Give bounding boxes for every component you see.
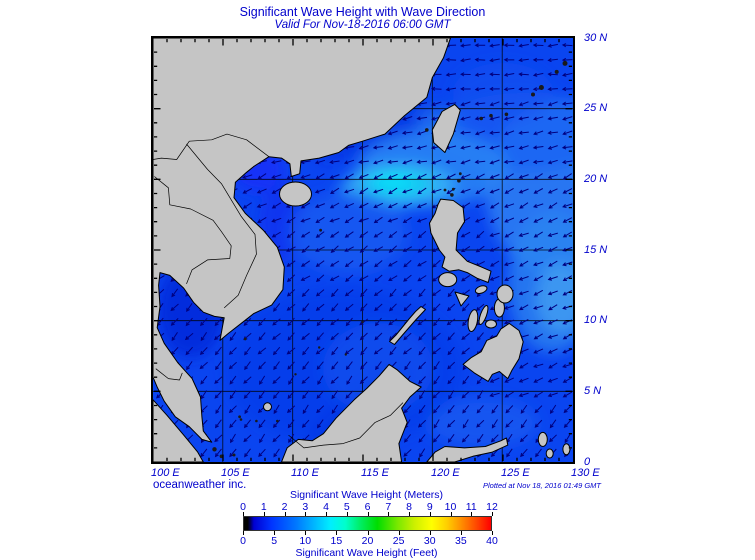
feet-tick-value: 40 [486,535,498,547]
meters-tick-value: 6 [364,501,371,513]
lat-label: 0 [584,455,591,468]
land-luzon [429,198,492,283]
meters-tick-value: 0 [240,501,246,513]
meters-tick-value: 11 [465,501,477,513]
land-mindanao [462,322,524,382]
colorbar-tick [367,512,369,516]
land-palawan [389,306,426,345]
chart-subtitle: Valid For Nov-18-2016 06:00 GMT [274,19,451,31]
plotted-timestamp: Plotted at Nov 18, 2016 01:49 GMT [483,481,601,490]
land-taiwan [431,103,461,153]
land-sulawesi [426,437,509,462]
credit-text: oceanweather inc. [153,479,247,491]
colorbar-tick [305,531,307,535]
land-halmahera-2 [545,448,554,459]
land-mindoro [438,272,458,288]
colorbar-tick [450,512,452,516]
landmasses [153,38,571,462]
meters-tick-value: 12 [486,501,498,513]
meters-tick-value: 3 [302,501,309,513]
land-hainan [279,181,312,207]
colorbar-tick [346,512,348,516]
colorbar-tick [284,512,286,516]
colorbar-tick [274,531,276,535]
meters-tick-value: 5 [343,501,350,513]
colorbar-tick [429,512,431,516]
lon-label: 125 E [501,467,530,479]
colorbar-tick [492,512,493,516]
lat-label: 25 N [584,102,608,115]
frame-tick-marks [154,39,572,461]
lat-label: 5 N [584,384,602,397]
land-natuna [263,402,272,412]
land-negros [467,309,479,332]
lon-label: 130 E [571,467,600,479]
lat-label: 15 N [584,243,608,256]
land-halmahera [537,431,548,447]
meters-tick-value: 10 [444,501,457,513]
colorbar-tick [263,512,265,516]
meters-tick-value: 1 [260,501,267,513]
meters-tick-value: 4 [323,501,329,513]
lat-label: 20 N [584,172,608,185]
colorbar-tick [367,531,369,535]
feet-tick-value: 5 [271,535,278,547]
colorbar-tick [471,512,473,516]
lat-label: 30 N [584,31,608,44]
meters-tick-value: 2 [281,501,288,513]
colorbar-tick [409,512,410,516]
small-islands [212,60,568,459]
colorbar-tick [243,512,244,516]
colorbar [243,516,492,531]
colorbar-tick [460,531,462,535]
feet-tick-value: 10 [299,535,312,547]
feet-tick-value: 0 [240,535,246,547]
land-sumatra [153,399,204,462]
colorbar-tick [492,531,493,535]
legend-feet-label: Significant Wave Height (Feet) [295,547,438,559]
colorbar-tick [398,531,400,535]
land-bohol [485,319,497,329]
land-masbate [474,285,488,294]
land-borneo [281,363,422,462]
feet-tick-value: 25 [392,535,405,547]
land-halmahera-3 [562,443,571,456]
colorbar-tick [429,531,431,535]
colorbar-tick [305,512,307,516]
lon-label: 100 E [151,467,180,479]
legend-meters-label: Significant Wave Height (Meters) [289,489,444,501]
feet-tick-value: 30 [423,535,436,547]
land-panay [454,291,470,307]
land-cebu [478,305,489,325]
land-samar [496,284,514,304]
lon-label: 120 E [431,467,460,479]
lon-label: 105 E [221,467,250,479]
colorbar-tick [326,512,327,516]
land-mainland-asia [153,38,451,443]
colorbar-tick [336,531,338,535]
lon-label: 110 E [291,467,319,479]
colorbar-tick [388,512,390,516]
feet-tick-value: 20 [361,535,374,547]
feet-tick-value: 15 [330,535,343,547]
lat-label: 10 N [584,314,608,327]
feet-tick-value: 35 [455,535,467,547]
country-borders [153,133,404,449]
meters-tick-value: 7 [385,501,392,513]
lon-label: 115 E [361,467,389,479]
meters-tick-value: 8 [406,501,412,513]
chart-title: Significant Wave Height with Wave Direct… [239,5,486,19]
meters-tick-value: 9 [426,501,433,513]
colorbar-tick [243,531,244,535]
map-frame [151,36,575,464]
map-svg [153,38,573,462]
